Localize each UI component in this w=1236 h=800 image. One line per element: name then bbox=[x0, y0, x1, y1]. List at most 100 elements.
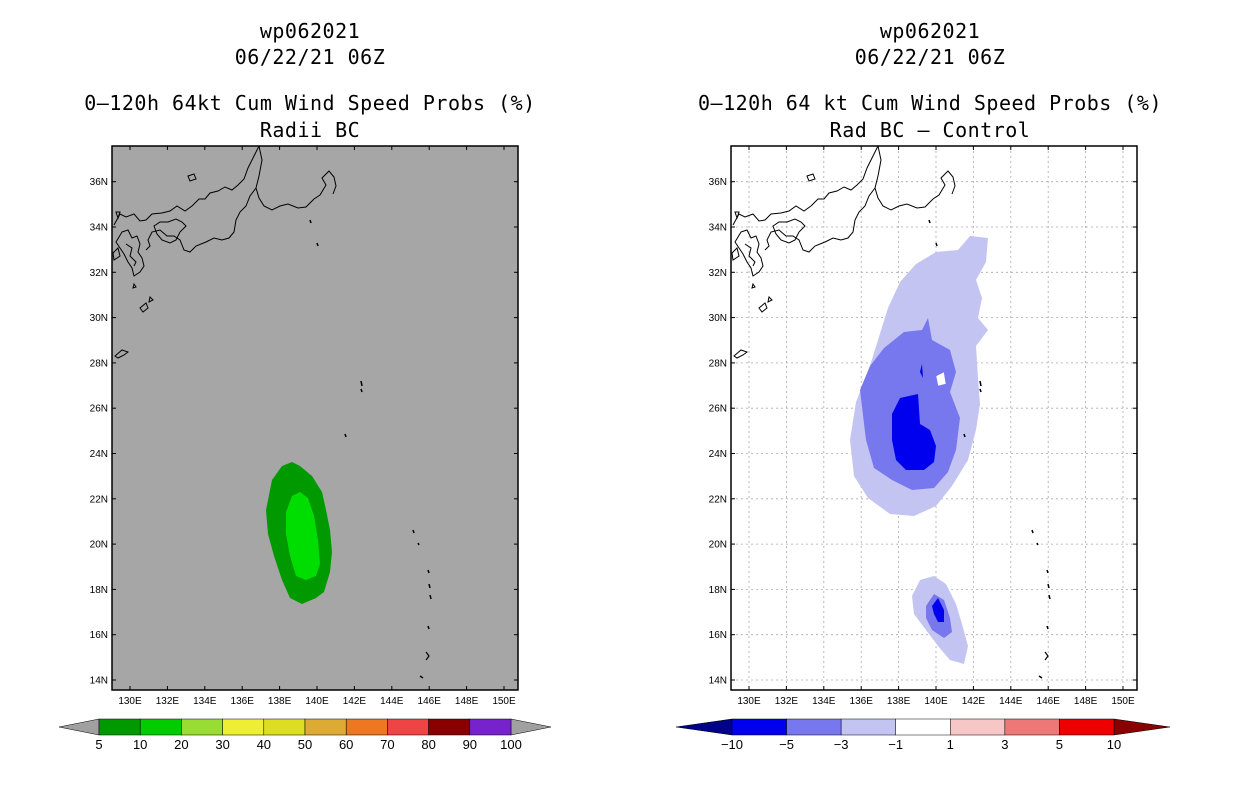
left-axis-ticks bbox=[112, 146, 518, 690]
left-lon-labels: 130E 132E 134E 136E 138E 140E 142E 144E 146E 148E… bbox=[118, 696, 516, 707]
colorbar-swatch bbox=[304, 718, 347, 736]
colorbar-label: −3 bbox=[834, 737, 849, 752]
colorbar-label: 5 bbox=[1056, 737, 1063, 752]
colorbar-swatch bbox=[181, 718, 223, 736]
colorbar-label: 100 bbox=[500, 737, 522, 752]
lon-label: 134E bbox=[812, 696, 836, 707]
lat-label: 24N bbox=[90, 449, 108, 460]
lat-label: 36N bbox=[90, 177, 108, 188]
colorbar-swatch bbox=[139, 718, 182, 736]
lat-label: 16N bbox=[90, 630, 108, 641]
lat-label: 24N bbox=[709, 449, 727, 460]
lon-label: 136E bbox=[231, 696, 255, 707]
lon-label: 140E bbox=[305, 696, 329, 707]
lat-label: 26N bbox=[709, 404, 727, 415]
right-datetime: 06/22/21 06Z bbox=[854, 45, 1006, 69]
colorbar-over-triangle bbox=[1113, 718, 1171, 736]
colorbar-label: 50 bbox=[298, 737, 312, 752]
left-lat-labels: 14N 16N 18N 20N 22N 24N 26N 28N 30N 32N 34N 36N bbox=[90, 177, 108, 686]
right-colorbar: −10 −5 −3 −1 1 3 5 10 bbox=[675, 718, 1171, 752]
left-subtitle: Radii BC bbox=[259, 118, 361, 142]
left-title: 0–120h 64kt Cum Wind Speed Probs (%) bbox=[84, 91, 536, 115]
lon-label: 142E bbox=[962, 696, 986, 707]
lat-label: 34N bbox=[90, 223, 108, 234]
lon-label: 140E bbox=[924, 696, 948, 707]
left-datetime: 06/22/21 06Z bbox=[234, 45, 386, 69]
colorbar-label: 10 bbox=[1107, 737, 1121, 752]
lat-label: 26N bbox=[90, 404, 108, 415]
lon-label: 144E bbox=[380, 696, 404, 707]
lat-label: 30N bbox=[709, 313, 727, 324]
colorbar-swatch bbox=[786, 718, 842, 736]
lat-label: 14N bbox=[709, 676, 727, 687]
lat-label: 18N bbox=[709, 585, 727, 596]
lat-label: 32N bbox=[709, 268, 727, 279]
lon-label: 132E bbox=[775, 696, 799, 707]
right-storm-id: wp062021 bbox=[879, 19, 981, 43]
colorbar-label: −5 bbox=[779, 737, 794, 752]
colorbar-label: 80 bbox=[421, 737, 435, 752]
colorbar-swatch bbox=[840, 718, 896, 736]
colorbar-label: 1 bbox=[947, 737, 954, 752]
colorbar-swatch bbox=[950, 718, 1006, 736]
left-colorbar: 5 10 20 30 40 50 60 70 80 90 100 bbox=[58, 718, 552, 752]
lon-label: 148E bbox=[455, 696, 479, 707]
lon-label: 148E bbox=[1074, 696, 1098, 707]
colorbar-swatch bbox=[263, 718, 306, 736]
left-map-background bbox=[112, 146, 518, 690]
colorbar-label: 20 bbox=[174, 737, 188, 752]
lon-label: 150E bbox=[492, 696, 516, 707]
colorbar-swatch bbox=[1059, 718, 1115, 736]
colorbar-label: 90 bbox=[463, 737, 477, 752]
right-lat-labels: 14N 16N 18N 20N 22N 24N 26N 28N 30N 32N 34N 36N bbox=[709, 177, 727, 686]
lon-label: 144E bbox=[999, 696, 1023, 707]
colorbar-swatch bbox=[895, 718, 951, 736]
colorbar-swatch bbox=[345, 718, 388, 736]
lon-label: 146E bbox=[1037, 696, 1061, 707]
colorbar-swatch bbox=[1004, 718, 1060, 736]
lon-label: 146E bbox=[418, 696, 442, 707]
lon-label: 130E bbox=[118, 696, 142, 707]
left-map: 14N 16N 18N 20N 22N 24N 26N 28N 30N 32N 34N 36N 130… bbox=[90, 145, 519, 707]
right-map: 14N 16N 18N 20N 22N 24N 26N 28N 30N 32N 34N 36N 130… bbox=[709, 145, 1138, 707]
colorbar-label: 70 bbox=[380, 737, 394, 752]
left-map-frame bbox=[111, 145, 519, 691]
colorbar-label: 60 bbox=[339, 737, 353, 752]
lon-label: 136E bbox=[850, 696, 874, 707]
lon-label: 142E bbox=[343, 696, 367, 707]
colorbar-label: 40 bbox=[257, 737, 271, 752]
colorbar-swatch bbox=[387, 718, 429, 736]
colorbar-label: 10 bbox=[133, 737, 147, 752]
left-storm-id: wp062021 bbox=[259, 19, 361, 43]
lat-label: 18N bbox=[90, 585, 108, 596]
lon-label: 130E bbox=[737, 696, 761, 707]
colorbar-swatch bbox=[469, 718, 512, 736]
right-map-frame bbox=[730, 145, 1138, 691]
colorbar-swatch bbox=[222, 718, 265, 736]
lat-label: 20N bbox=[709, 540, 727, 551]
right-title: 0–120h 64 kt Cum Wind Speed Probs (%) bbox=[697, 91, 1163, 115]
lat-label: 30N bbox=[90, 313, 108, 324]
colorbar-over-triangle bbox=[510, 718, 552, 736]
lat-label: 28N bbox=[90, 358, 108, 369]
colorbar-label: 30 bbox=[215, 737, 229, 752]
lat-label: 36N bbox=[709, 177, 727, 188]
lon-label: 150E bbox=[1111, 696, 1135, 707]
lat-label: 28N bbox=[709, 358, 727, 369]
colorbar-label: −1 bbox=[888, 737, 903, 752]
colorbar-swatch bbox=[428, 718, 471, 736]
right-lon-labels: 130E 132E 134E 136E 138E 140E 142E 144E 146E 148E… bbox=[737, 696, 1135, 707]
right-diff-dark-contour bbox=[892, 394, 936, 470]
right-subtitle: Rad BC – Control bbox=[829, 118, 1031, 142]
colorbar-swatch bbox=[731, 718, 787, 736]
lat-label: 32N bbox=[90, 268, 108, 279]
colorbar-label: 3 bbox=[1001, 737, 1008, 752]
lon-label: 132E bbox=[156, 696, 180, 707]
lat-label: 20N bbox=[90, 540, 108, 551]
colorbar-label: 5 bbox=[95, 737, 102, 752]
lat-label: 22N bbox=[709, 494, 727, 505]
left-prob-10-20-contour bbox=[286, 492, 320, 580]
right-axis-ticks bbox=[731, 146, 1137, 690]
lon-label: 138E bbox=[268, 696, 292, 707]
